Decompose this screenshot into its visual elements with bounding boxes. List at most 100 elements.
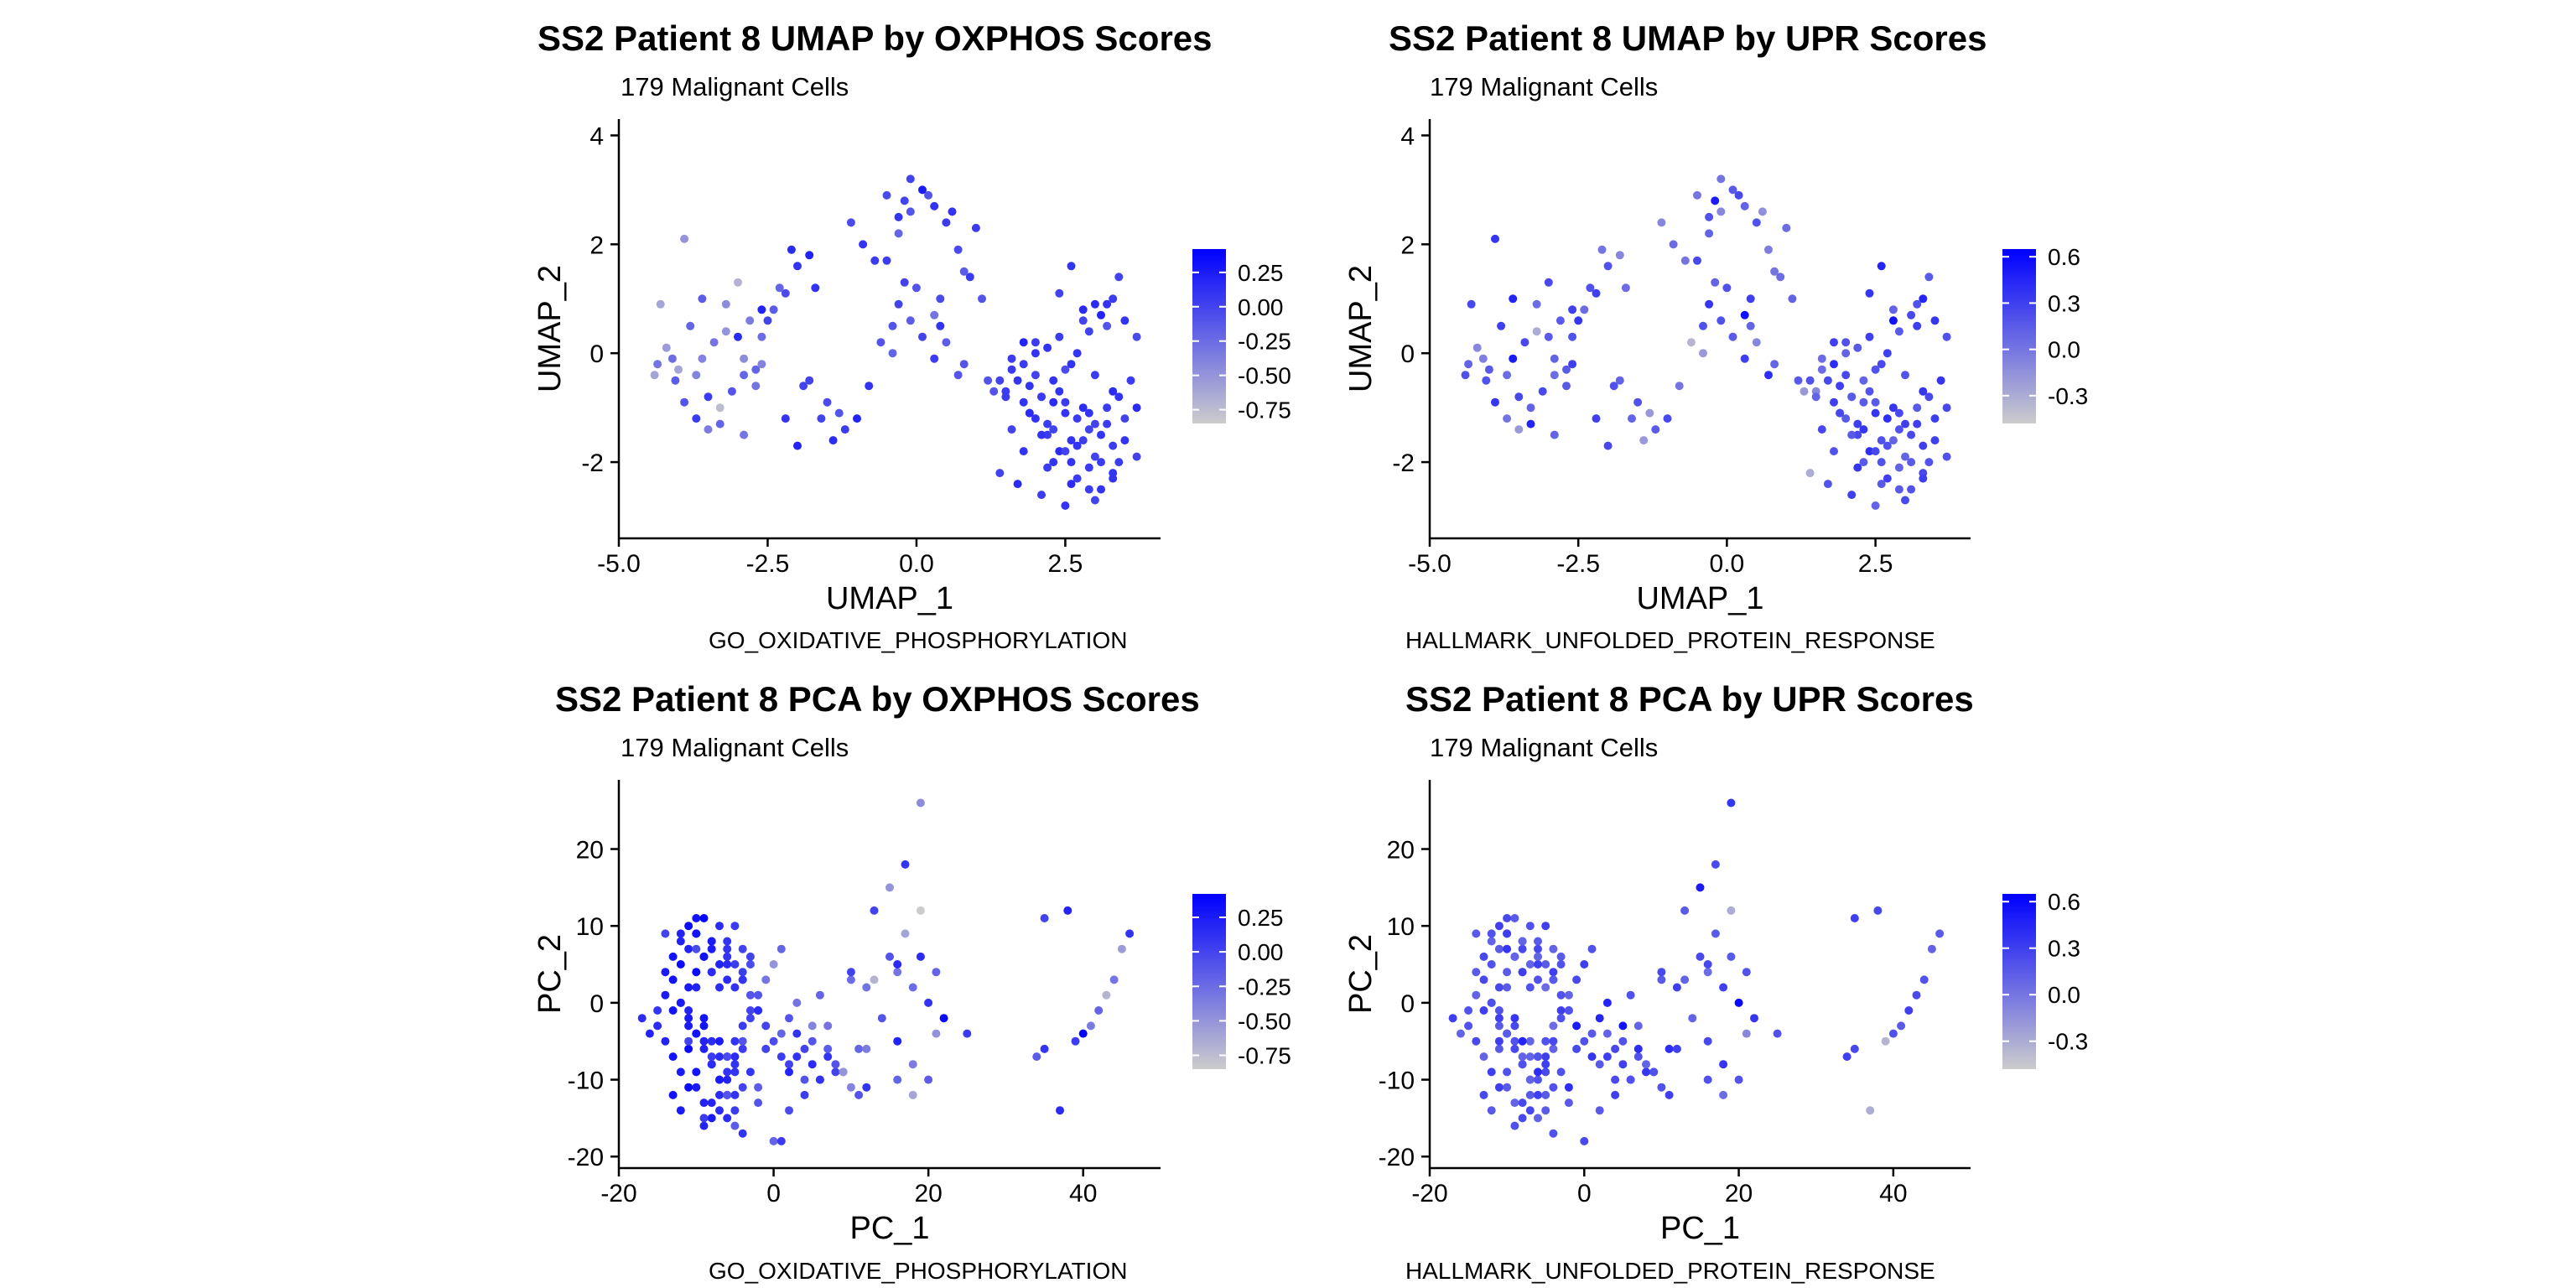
- data-point: [1084, 327, 1093, 336]
- data-point: [1461, 371, 1470, 380]
- data-point: [1497, 321, 1506, 330]
- data-point: [1642, 1060, 1650, 1069]
- data-point: [834, 408, 844, 418]
- data-point: [1534, 1052, 1542, 1062]
- data-point: [831, 1060, 840, 1069]
- data-point: [953, 245, 963, 254]
- data-point: [1071, 1036, 1080, 1046]
- legend-tick-label: -0.50: [1238, 363, 1291, 389]
- data-point: [1716, 174, 1726, 184]
- y-tick-label: -2: [581, 449, 604, 477]
- data-point: [1913, 299, 1922, 309]
- data-point: [1556, 990, 1566, 1000]
- data-point: [1719, 1060, 1728, 1069]
- data-point: [1901, 419, 1909, 428]
- data-point: [823, 397, 832, 407]
- data-point: [1888, 436, 1898, 445]
- data-point: [1510, 1098, 1519, 1108]
- data-point: [699, 952, 709, 961]
- data-point: [1526, 419, 1535, 428]
- data-point: [1541, 1036, 1550, 1046]
- data-point: [1541, 1090, 1550, 1099]
- data-point: [751, 365, 761, 374]
- data-point: [1752, 338, 1761, 347]
- data-point: [1586, 283, 1595, 293]
- data-point: [676, 998, 685, 1007]
- data-point: [1464, 1006, 1473, 1015]
- data-point: [1703, 968, 1712, 977]
- data-point: [738, 975, 747, 984]
- data-point: [1509, 354, 1518, 363]
- data-point: [692, 914, 701, 922]
- data-point: [1061, 447, 1070, 456]
- data-point: [1888, 305, 1898, 314]
- data-point: [1078, 403, 1088, 413]
- data-point: [1084, 425, 1093, 434]
- data-point: [1132, 452, 1141, 461]
- data-point: [653, 1006, 662, 1015]
- data-point: [1025, 408, 1034, 418]
- data-point: [1758, 207, 1767, 216]
- data-point: [1479, 1090, 1488, 1099]
- data-point: [862, 983, 871, 992]
- data-point: [1592, 414, 1601, 423]
- x-tick-label: 0.0: [1710, 550, 1745, 578]
- data-point: [754, 1083, 763, 1092]
- data-point: [823, 1052, 833, 1062]
- data-point: [1830, 360, 1838, 369]
- data-point: [734, 332, 742, 341]
- data-point: [995, 376, 1005, 385]
- data-point: [1602, 1029, 1612, 1038]
- data-point: [1491, 234, 1499, 243]
- data-point: [723, 1114, 732, 1123]
- data-point: [1097, 458, 1105, 467]
- x-tick-label: 40: [1879, 1180, 1907, 1208]
- data-point: [1580, 1136, 1589, 1145]
- data-point: [1550, 430, 1559, 439]
- plot-group-1: -5.0 -2.5 0.0 2.5 -2 0 2 4 UMAP_1 UMAP_2 0.6 0.3 0.0…: [1343, 119, 2088, 616]
- data-point: [1503, 929, 1512, 938]
- data-point: [738, 1021, 747, 1031]
- data-point: [738, 944, 747, 953]
- data-point: [893, 960, 902, 969]
- legend-tick-label: -0.25: [1238, 974, 1291, 1000]
- data-point: [1703, 960, 1712, 969]
- data-point: [1595, 1106, 1604, 1115]
- data-point: [1503, 1067, 1512, 1077]
- data-point: [656, 299, 665, 309]
- chart-subtitle: 179 Malignant Cells: [1430, 733, 1659, 762]
- data-point: [1587, 944, 1597, 953]
- data-point: [876, 338, 886, 347]
- data-point: [808, 1021, 817, 1031]
- data-point: [1549, 944, 1558, 953]
- data-point: [859, 240, 868, 249]
- data-point: [1595, 1014, 1604, 1023]
- data-point: [1503, 968, 1512, 977]
- data-point: [680, 397, 689, 407]
- data-point: [1487, 1106, 1496, 1115]
- data-point: [680, 234, 689, 243]
- data-point: [1478, 354, 1488, 363]
- data-point: [916, 952, 925, 961]
- data-point: [745, 952, 755, 961]
- data-point: [1750, 1014, 1758, 1023]
- data-point: [740, 354, 749, 363]
- chart-caption: GO_OXIDATIVE_PHOSPHORYLATION: [709, 1258, 1128, 1284]
- data-point: [1727, 798, 1736, 808]
- data-point: [715, 1036, 724, 1046]
- data-point: [1103, 299, 1112, 309]
- data-point: [1919, 474, 1928, 483]
- data-point: [1549, 1083, 1558, 1092]
- data-point: [698, 354, 707, 363]
- data-point: [793, 262, 802, 271]
- chart-subtitle: 179 Malignant Cells: [1430, 72, 1659, 101]
- data-point: [894, 229, 903, 238]
- data-point: [1084, 485, 1093, 494]
- data-point: [692, 983, 701, 992]
- data-point: [674, 365, 683, 374]
- data-point: [1568, 305, 1577, 314]
- chart-title: SS2 Patient 8 PCA by OXPHOS Scores: [555, 679, 1200, 719]
- data-point: [1464, 1021, 1473, 1031]
- data-point: [684, 1044, 693, 1053]
- data-point: [1847, 430, 1857, 439]
